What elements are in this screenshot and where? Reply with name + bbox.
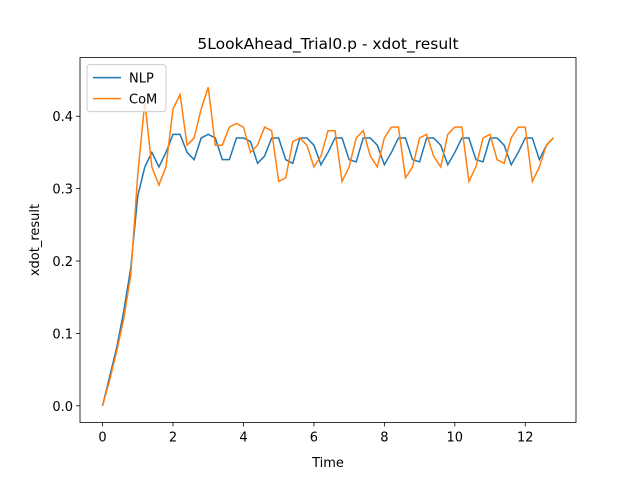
x-tick-label: 6 [310, 430, 318, 445]
chart-title: 5LookAhead_Trial0.p - xdot_result [197, 35, 458, 54]
y-tick-label: 0.0 [52, 400, 73, 415]
legend-box [86, 64, 167, 113]
x-tick-label: 8 [380, 430, 388, 445]
y-axis-label: xdot_result [28, 204, 43, 276]
x-tick-label: 10 [447, 430, 464, 445]
x-tick-label: 12 [517, 430, 534, 445]
x-axis-label: Time [311, 456, 344, 471]
y-tick-label: 0.1 [52, 327, 73, 342]
plot-frame [79, 57, 577, 423]
series-line [101, 87, 554, 407]
x-tick-label: 4 [239, 430, 247, 445]
legend-label: NLP [129, 72, 154, 87]
y-tick-label: 0.4 [52, 110, 73, 125]
x-tick-label: 0 [98, 430, 106, 445]
x-tick-label: 2 [169, 430, 177, 445]
y-tick-label: 0.3 [52, 183, 73, 198]
legend-label: CoM [129, 93, 157, 108]
y-tick-label: 0.2 [52, 255, 73, 270]
